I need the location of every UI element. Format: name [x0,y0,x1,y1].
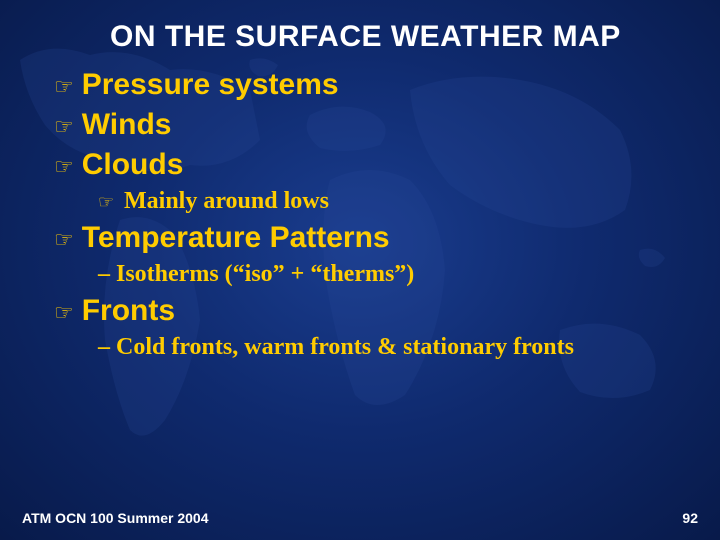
sub-bullet-fronts-types: – Cold fronts, warm fronts & stationary … [98,334,680,361]
bullet-winds: ☞ Winds [54,108,680,142]
bullet-text: Mainly around lows [124,188,329,215]
bullet-text: Fronts [82,294,175,328]
pointing-hand-icon: ☞ [54,74,74,100]
sub-bullet-isotherms: – Isotherms (“iso” + “therms”) [98,261,680,288]
pointing-hand-icon: ☞ [54,114,74,140]
slide-title: ON THE SURFACE WEATHER MAP [110,20,680,54]
slide-content: ON THE SURFACE WEATHER MAP ☞ Pressure sy… [0,0,720,361]
bullet-text: Clouds [82,148,184,182]
bullet-pressure-systems: ☞ Pressure systems [54,68,680,102]
pointing-hand-icon: ☞ [54,300,74,326]
footer-course: ATM OCN 100 Summer 2004 [22,510,208,526]
pointing-hand-icon: ☞ [98,192,116,213]
pointing-hand-icon: ☞ [54,154,74,180]
pointing-hand-icon: ☞ [54,227,74,253]
bullet-clouds: ☞ Clouds [54,148,680,182]
sub-bullet-mainly-lows: ☞ Mainly around lows [98,188,680,215]
bullet-fronts: ☞ Fronts [54,294,680,328]
bullet-text: Winds [82,108,172,142]
bullet-temperature-patterns: ☞ Temperature Patterns [54,221,680,255]
slide-footer: ATM OCN 100 Summer 2004 92 [22,510,698,526]
footer-page-number: 92 [682,510,698,526]
bullet-text: Temperature Patterns [82,221,390,255]
bullet-text: Pressure systems [82,68,339,102]
